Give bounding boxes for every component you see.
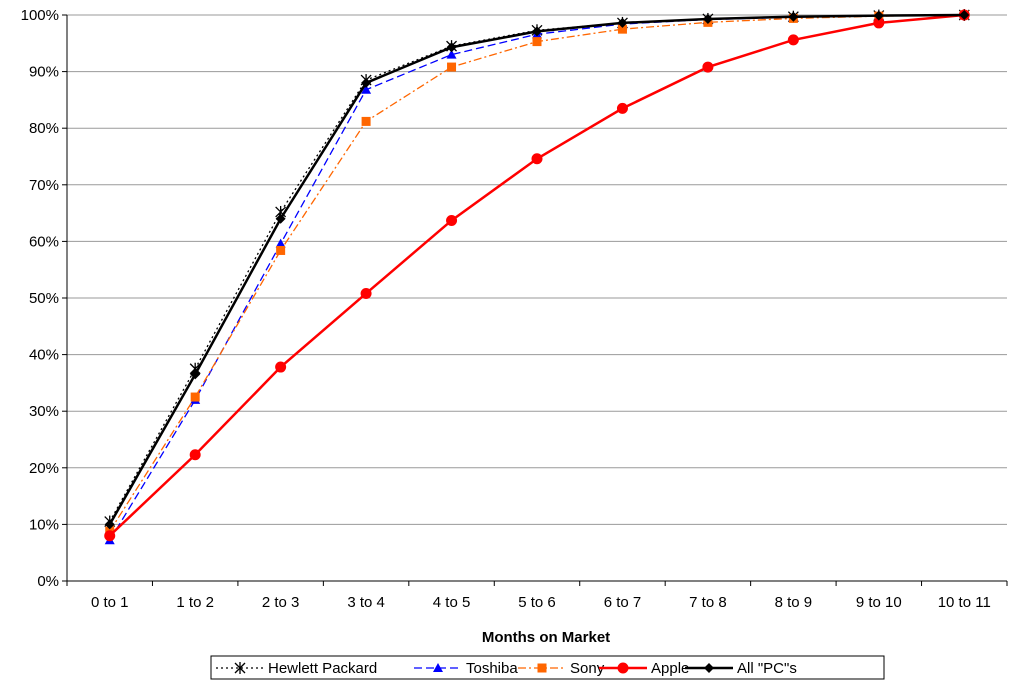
y-tick-label: 20% xyxy=(29,460,59,477)
series-group xyxy=(104,9,970,545)
data-point xyxy=(446,214,458,226)
data-point xyxy=(617,17,628,28)
legend-item: All "PC"s xyxy=(685,660,797,677)
y-tick-label: 90% xyxy=(29,64,59,81)
axes xyxy=(62,14,1008,586)
legend-box xyxy=(210,655,885,680)
y-tick-label: 80% xyxy=(29,120,59,137)
series-hewlett-packard xyxy=(104,9,970,528)
legend-label: Apple xyxy=(651,660,689,677)
series-all-pc-s xyxy=(104,10,970,530)
x-tick-label: 1 to 2 xyxy=(176,594,214,611)
data-point xyxy=(616,102,628,114)
y-tick-label: 10% xyxy=(29,516,59,533)
y-axis-tick-labels: 0% 10% 20% 30% 40% 50% 60% 70% 80% 90% 100% xyxy=(21,7,59,590)
y-tick-label: 100% xyxy=(21,7,59,24)
data-point xyxy=(104,530,116,542)
data-point xyxy=(190,369,201,380)
series-line xyxy=(108,13,965,537)
x-axis-tick-labels: 0 to 1 1 to 2 2 to 3 3 to 4 4 to 5 5 to 6 6 to… xyxy=(91,594,991,611)
data-point xyxy=(532,37,542,47)
series-line xyxy=(109,14,965,541)
x-tick-label: 0 to 1 xyxy=(91,594,129,611)
data-point xyxy=(276,245,286,255)
legend-item: Apple xyxy=(599,660,689,677)
data-point xyxy=(617,24,627,34)
x-tick-label: 8 to 9 xyxy=(775,594,813,611)
legend-label: All "PC"s xyxy=(737,660,797,677)
legend: Hewlett Packard Toshiba Sony Apple All "PC"s xyxy=(210,655,885,680)
gridlines xyxy=(67,14,1007,525)
y-tick-label: 50% xyxy=(29,290,59,307)
data-point xyxy=(275,238,286,248)
data-point xyxy=(787,34,799,46)
data-point xyxy=(532,26,542,37)
data-point xyxy=(275,213,286,224)
data-point xyxy=(361,84,372,94)
y-tick-label: 30% xyxy=(29,403,59,420)
y-tick-label: 0% xyxy=(37,573,59,590)
x-tick-label: 6 to 7 xyxy=(604,594,642,611)
data-point xyxy=(360,287,372,299)
legend-item: Toshiba xyxy=(414,660,518,677)
x-tick-label: 9 to 10 xyxy=(856,594,902,611)
data-point xyxy=(190,392,200,402)
y-tick-label: 40% xyxy=(29,347,59,364)
legend-marker xyxy=(234,662,246,674)
legend-label: Toshiba xyxy=(466,660,518,677)
series-line xyxy=(109,14,965,532)
legend-label: Sony xyxy=(570,660,605,677)
x-tick-label: 2 to 3 xyxy=(262,594,300,611)
data-point xyxy=(788,11,799,22)
data-point xyxy=(702,13,713,24)
x-tick-label: 3 to 4 xyxy=(347,594,385,611)
data-point xyxy=(361,116,371,126)
data-point xyxy=(446,49,457,59)
x-tick-label: 4 to 5 xyxy=(433,594,471,611)
x-tick-label: 10 to 11 xyxy=(938,594,991,611)
data-point xyxy=(702,61,714,73)
data-point xyxy=(873,10,884,21)
data-point xyxy=(361,77,372,88)
data-point xyxy=(104,519,115,530)
data-point xyxy=(531,153,543,165)
series-line xyxy=(109,14,965,522)
x-axis-title: Months on Market xyxy=(482,629,610,646)
legend-label: Hewlett Packard xyxy=(268,660,377,677)
series-line xyxy=(108,13,965,526)
series-sony xyxy=(105,10,969,536)
legend-marker xyxy=(433,663,443,672)
legend-marker xyxy=(617,662,629,674)
x-tick-label: 7 to 8 xyxy=(689,594,727,611)
data-point xyxy=(447,62,457,72)
y-tick-label: 60% xyxy=(29,233,59,250)
legend-marker xyxy=(704,663,714,673)
y-tick-label: 70% xyxy=(29,177,59,194)
x-tick-label: 5 to 6 xyxy=(518,594,556,611)
data-point xyxy=(189,449,201,461)
data-point xyxy=(446,42,457,53)
series-apple xyxy=(104,9,970,542)
data-point xyxy=(959,10,970,20)
legend-item: Hewlett Packard xyxy=(216,660,377,677)
series-toshiba xyxy=(104,10,970,545)
legend-marker xyxy=(537,663,547,673)
legend-item: Sony xyxy=(518,660,605,677)
data-point xyxy=(275,361,287,373)
